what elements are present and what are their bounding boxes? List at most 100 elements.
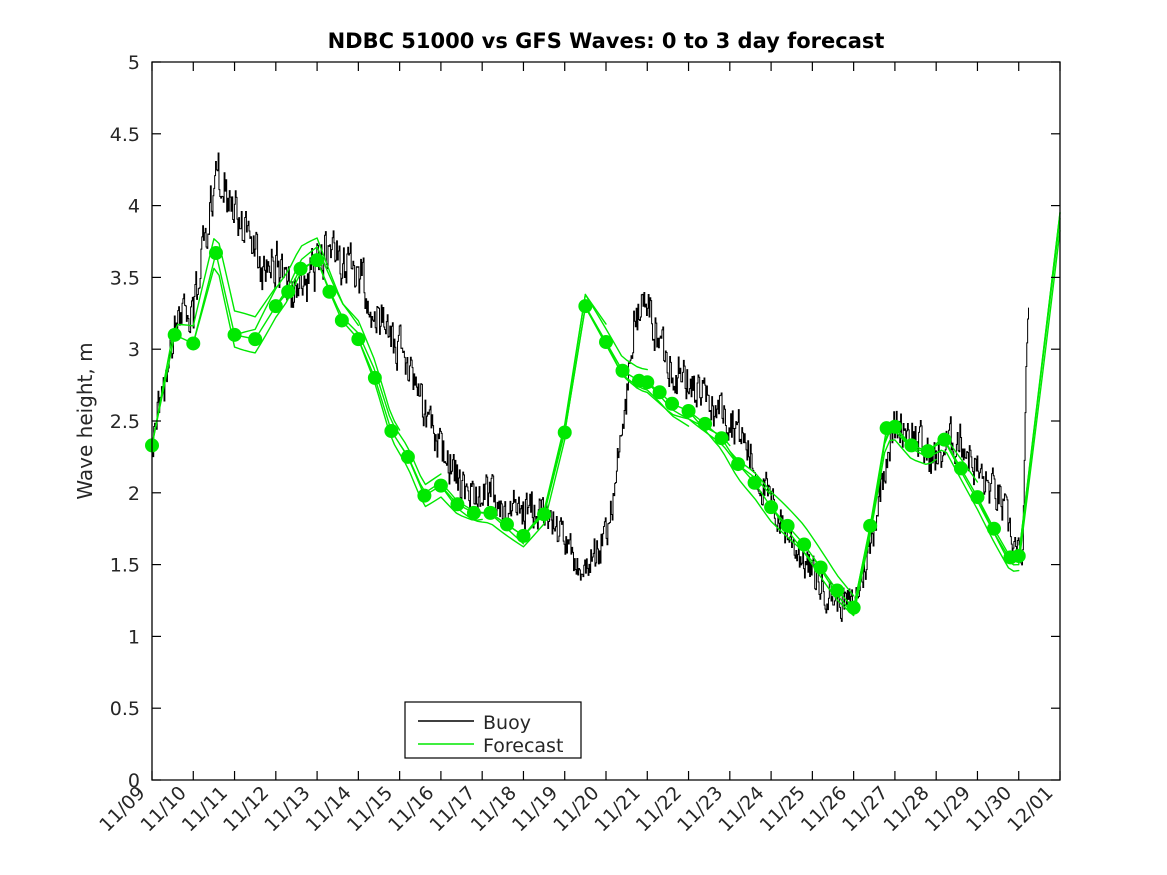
forecast-marker <box>599 335 613 350</box>
forecast-marker <box>681 403 696 418</box>
page-title: NDBC 51000 vs GFS Waves: 0 to 3 day fore… <box>328 29 885 53</box>
x-tick-label: 11/17 <box>425 782 479 836</box>
x-tick-label: 11/16 <box>384 782 438 836</box>
legend-label-forecast: Forecast <box>483 735 563 757</box>
forecast-marker <box>400 449 415 464</box>
x-tick-label: 11/11 <box>178 782 232 836</box>
forecast-marker <box>904 438 919 453</box>
x-tick-label: 11/14 <box>302 782 356 836</box>
forecast-marker <box>167 327 182 342</box>
forecast-marker <box>652 385 667 400</box>
y-tick-label: 1 <box>128 626 140 648</box>
buoy-series <box>152 152 1029 622</box>
forecast-marker <box>208 245 223 260</box>
forecast-marker <box>367 370 382 385</box>
forecast-marker <box>764 500 779 515</box>
y-tick-label: 2 <box>128 483 140 505</box>
forecast-run-line <box>192 256 318 354</box>
x-tick-label: 11/23 <box>673 782 727 836</box>
x-tick-label: 11/10 <box>137 782 191 836</box>
forecast-marker <box>310 253 325 268</box>
forecast-marker <box>665 396 680 411</box>
forecast-marker <box>640 375 655 390</box>
x-tick-label: 11/25 <box>756 782 810 836</box>
buoy-line <box>152 152 1029 622</box>
forecast-run-line <box>233 237 360 336</box>
forecast-marker <box>268 299 283 314</box>
forecast-marker <box>846 600 861 615</box>
forecast-marker <box>780 518 795 533</box>
x-tick-label: 11/28 <box>879 782 933 836</box>
forecast-marker <box>813 560 828 575</box>
forecast-marker <box>557 425 572 440</box>
x-tick-label: 11/18 <box>467 782 521 836</box>
forecast-marker <box>281 284 296 299</box>
forecast-marker <box>1011 548 1026 563</box>
forecast-marker <box>450 497 465 512</box>
x-tick-label: 12/01 <box>1003 782 1057 836</box>
forecast-marker <box>698 416 713 431</box>
x-tick-label: 11/24 <box>714 782 768 836</box>
plot-area-background <box>152 62 1060 780</box>
forecast-marker <box>937 432 952 447</box>
forecast-marker <box>578 299 593 314</box>
forecast-marker <box>483 505 498 520</box>
forecast-run-line <box>687 410 814 563</box>
x-tick-label: 11/19 <box>508 782 562 836</box>
forecast-marker <box>499 517 514 532</box>
legend: Buoy Forecast <box>404 701 582 759</box>
y-axis-ticks: 0 0.5 1 1.5 2 2.5 3 3.5 4 4.5 5 <box>110 52 1060 792</box>
forecast-marker <box>970 490 985 505</box>
forecast-marker <box>986 521 1001 536</box>
x-tick-label: 11/15 <box>343 782 397 836</box>
forecast-marker <box>248 332 263 347</box>
x-tick-label: 11/21 <box>591 782 645 836</box>
y-tick-label: 1.5 <box>110 555 140 577</box>
x-tick-label: 11/20 <box>549 782 603 836</box>
legend-label-buoy: Buoy <box>483 712 531 734</box>
forecast-marker <box>797 537 812 552</box>
forecast-marker <box>953 461 968 476</box>
x-tick-label: 11/29 <box>921 782 975 836</box>
y-tick-label: 5 <box>128 52 140 74</box>
x-tick-label: 11/13 <box>260 782 314 836</box>
y-tick-label: 0 <box>128 770 140 792</box>
forecast-markers <box>145 245 1026 615</box>
y-axis-title: Wave height, m <box>73 342 97 499</box>
forecast-marker <box>293 261 308 276</box>
y-tick-label: 3 <box>128 339 140 361</box>
forecast-marker <box>466 505 481 520</box>
forecast-marker <box>714 431 729 446</box>
forecast-marker <box>186 336 201 351</box>
forecast-marker <box>615 363 630 378</box>
forecast-marker <box>433 478 448 493</box>
forecast-run-line <box>729 450 855 597</box>
forecast-marker <box>227 327 242 342</box>
forecast-marker <box>731 457 746 472</box>
forecast-marker <box>322 284 337 299</box>
forecast-marker <box>351 332 366 347</box>
y-tick-label: 2.5 <box>110 411 140 433</box>
y-tick-label: 0.5 <box>110 698 140 720</box>
x-tick-label: 11/09 <box>95 782 149 836</box>
forecast-marker <box>747 475 762 490</box>
forecast-marker <box>920 444 935 459</box>
forecast-marker <box>863 518 878 533</box>
legend-box <box>404 701 582 759</box>
y-tick-label: 4.5 <box>110 124 140 146</box>
forecast-marker <box>516 528 531 543</box>
forecast-marker <box>537 507 552 522</box>
x-tick-label: 11/26 <box>797 782 851 836</box>
y-tick-label: 3.5 <box>110 267 140 289</box>
y-tick-label: 4 <box>128 196 140 218</box>
forecast-marker <box>887 419 902 434</box>
forecast-marker <box>384 424 399 439</box>
x-tick-label: 11/30 <box>962 782 1016 836</box>
x-tick-label: 11/27 <box>838 782 892 836</box>
x-tick-label: 11/12 <box>219 782 273 836</box>
forecast-marker <box>417 488 432 503</box>
x-tick-label: 11/22 <box>632 782 686 836</box>
forecast-marker <box>334 313 349 328</box>
